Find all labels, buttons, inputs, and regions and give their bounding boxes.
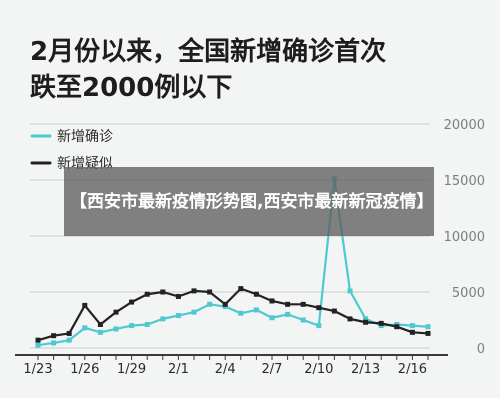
series-suspected-point: [144, 291, 150, 297]
series-suspected-point: [113, 309, 119, 315]
series-suspected-point: [300, 301, 306, 307]
x-tick-label: 2/1: [168, 362, 189, 377]
series-lines: [35, 176, 431, 348]
y-tick-label: 5000: [452, 286, 485, 301]
legend-label: 新增确诊: [57, 129, 113, 145]
series-suspected-point: [394, 324, 400, 330]
series-confirmed-point: [207, 301, 213, 307]
series-confirmed-point: [113, 326, 119, 332]
series-suspected-point: [347, 316, 353, 322]
x-tick-label: 2/7: [262, 362, 283, 377]
series-suspected-point: [191, 288, 197, 294]
series-confirmed-point: [35, 342, 41, 348]
series-suspected-point: [222, 301, 228, 307]
y-tick-label: 15000: [444, 174, 485, 189]
series-suspected-point: [82, 302, 88, 308]
chart-headline: 2月份以来，全国新增确诊首次 跌至2000例以下: [30, 34, 470, 106]
series-suspected-point: [51, 333, 57, 339]
series-suspected-point: [269, 298, 275, 304]
series-confirmed-point: [191, 309, 197, 315]
series-confirmed-point: [253, 307, 259, 313]
series-suspected-point: [378, 320, 384, 326]
series-suspected-point: [35, 337, 41, 343]
series-suspected-point: [316, 305, 322, 311]
series-confirmed-point: [300, 317, 306, 323]
x-tick-label: 2/4: [215, 362, 236, 377]
series-suspected-point: [66, 330, 72, 336]
series-confirmed-point: [82, 325, 88, 331]
series-confirmed-point: [347, 288, 353, 294]
series-confirmed-point: [160, 316, 166, 322]
series-suspected-point: [409, 329, 415, 335]
series-confirmed-point: [363, 316, 369, 322]
series-confirmed-point: [425, 324, 431, 330]
series-confirmed-point: [316, 323, 322, 329]
series-confirmed-point: [97, 329, 103, 335]
series-confirmed-point: [238, 310, 244, 316]
series-confirmed-point: [409, 323, 415, 329]
series-confirmed-line: [37, 177, 429, 347]
series-confirmed-point: [129, 323, 135, 329]
x-tick-label: 1/26: [70, 362, 99, 377]
series-suspected-line: [37, 287, 429, 342]
headline-line-1: 2月份以来，全国新增确诊首次: [30, 37, 387, 67]
series-confirmed-point: [269, 315, 275, 321]
series-suspected-point: [129, 299, 135, 305]
series-confirmed-point: [175, 313, 181, 319]
bottom-strip: [0, 398, 500, 409]
x-tick-label: 1/29: [117, 362, 146, 377]
y-tick-label: 0: [477, 342, 485, 357]
x-tick-label: 2/16: [398, 362, 427, 377]
series-suspected-point: [285, 301, 291, 307]
x-tick-label: 1/23: [23, 362, 52, 377]
series-suspected-point: [160, 289, 166, 295]
series-suspected-point: [97, 321, 103, 327]
y-axis-ticks: 0 5000 10000 15000 20000: [444, 118, 485, 357]
series-confirmed-point: [66, 337, 72, 343]
x-tick-label: 2/13: [351, 362, 380, 377]
y-tick-label: 10000: [444, 230, 485, 245]
series-confirmed-point: [51, 340, 57, 346]
series-suspected-point: [175, 293, 181, 299]
series-suspected-point: [207, 289, 213, 295]
y-tick-label: 20000: [444, 118, 485, 133]
x-axis-ticks: 1/23 1/26 1/29 2/1 2/4 2/7 2/10 2/13 2/16: [15, 354, 448, 377]
x-tick-label: 2/10: [304, 362, 333, 377]
overlay-title: 【西安市最新疫情形势图,西安市最新新冠疫情】: [64, 167, 434, 236]
series-confirmed-point: [285, 311, 291, 317]
headline-line-2: 跌至2000例以下: [30, 73, 233, 103]
series-suspected-point: [331, 308, 337, 314]
series-suspected-point: [253, 291, 259, 297]
series-suspected-point: [425, 330, 431, 336]
series-suspected-point: [363, 319, 369, 325]
series-suspected-point: [238, 286, 244, 292]
series-confirmed-point: [144, 321, 150, 327]
